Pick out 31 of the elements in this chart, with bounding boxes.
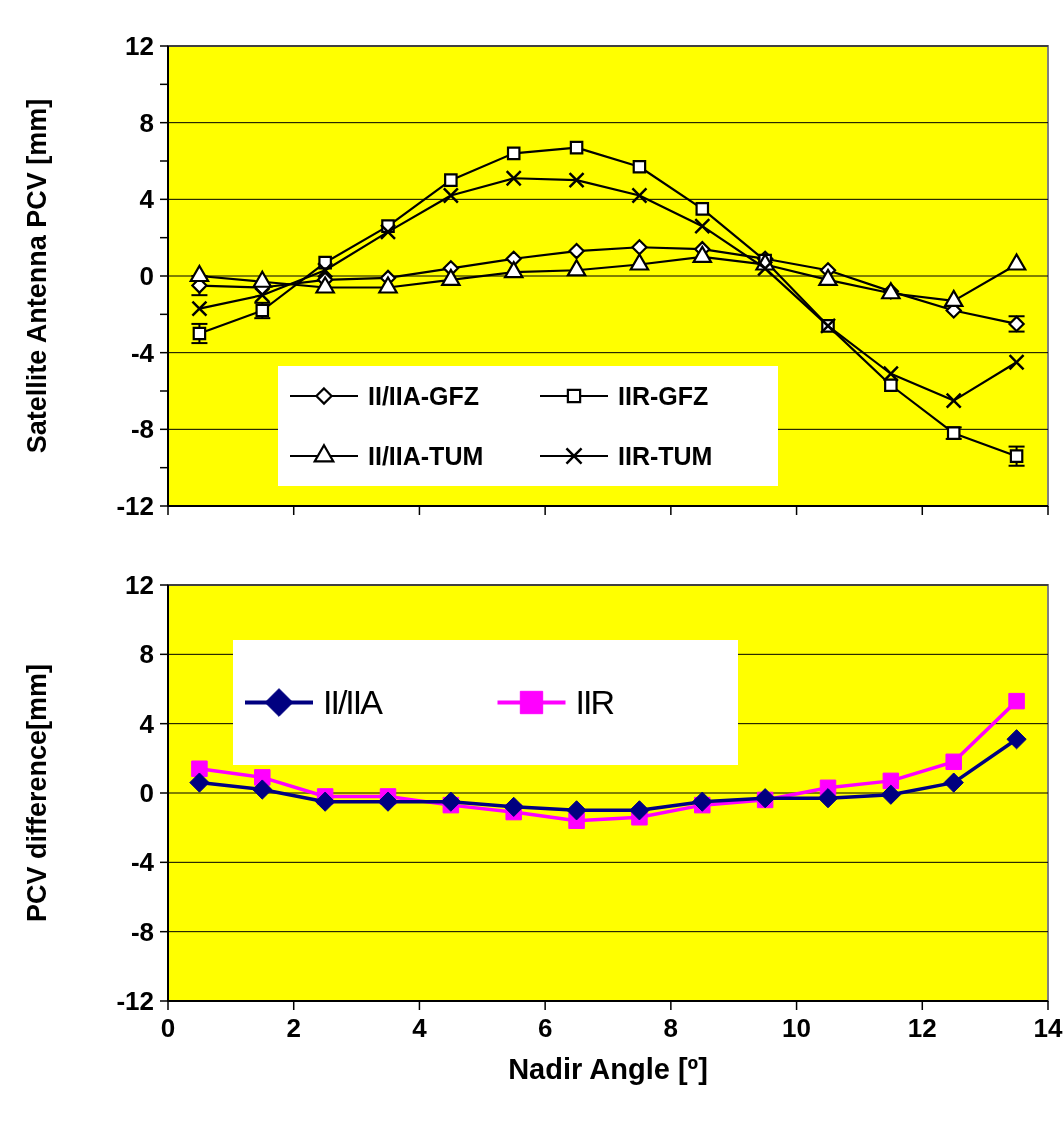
legend-label: II/IIA-GFZ	[368, 381, 480, 410]
y-axis-title: PCV difference[mm]	[22, 663, 52, 923]
legend-label: IIR-TUM	[618, 441, 713, 470]
y-tick-label: 0	[139, 778, 154, 809]
y-tick-label: 8	[139, 639, 154, 670]
y-tick-label: -8	[130, 916, 154, 947]
y-tick-label: 12	[125, 31, 154, 62]
x-tick-label: 14	[1033, 1013, 1063, 1043]
x-tick-label: 0	[160, 1013, 176, 1043]
x-axis-title: Nadir Angle [º]	[508, 1053, 708, 1085]
y-tick-label: -12	[116, 986, 154, 1017]
legend-label: IIR	[575, 683, 614, 722]
x-tick-label: 6	[537, 1013, 553, 1043]
y-tick-label: -8	[130, 414, 154, 445]
y-tick-label: 8	[139, 107, 154, 138]
y-tick-label: 12	[125, 570, 154, 601]
y-tick-label: -4	[130, 847, 155, 878]
y-tick-label: 4	[139, 708, 155, 739]
x-tick-label: 12	[907, 1013, 937, 1043]
x-tick-label: 4	[412, 1013, 428, 1043]
legend-label: IIR-GFZ	[618, 381, 709, 410]
y-axis-title: Satellite Antenna PCV [mm]	[22, 98, 52, 454]
legend-label: II/IIA	[323, 683, 384, 722]
y-tick-label: -12	[116, 491, 154, 522]
y-tick-label: -4	[130, 337, 155, 368]
y-tick-label: 0	[139, 261, 154, 292]
x-tick-label: 8	[663, 1013, 679, 1043]
y-tick-label: 4	[139, 184, 155, 215]
x-tick-label: 10	[782, 1013, 812, 1043]
x-tick-label: 2	[286, 1013, 301, 1043]
legend-label: II/IIA-TUM	[368, 441, 484, 470]
